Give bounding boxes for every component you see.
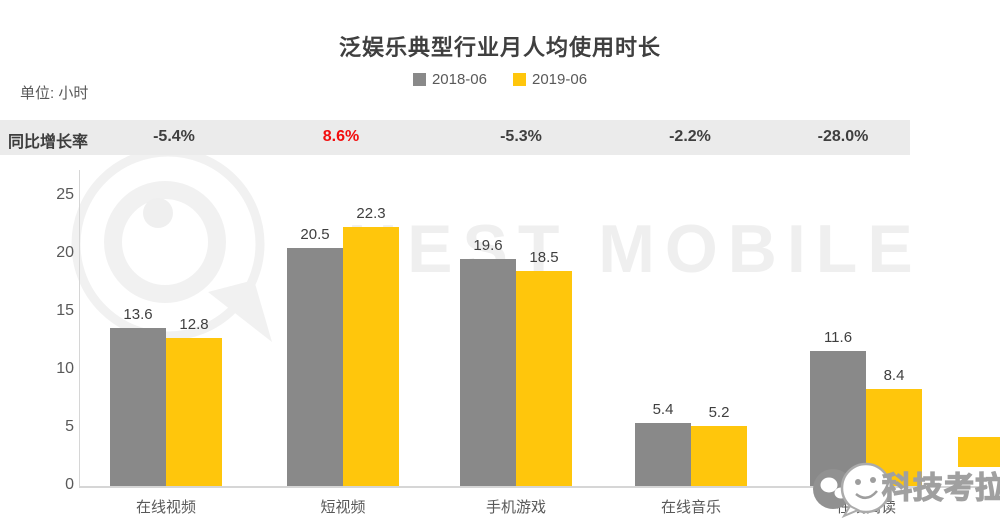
legend-swatch-icon <box>412 73 426 86</box>
category-label-手机游戏: 手机游戏 <box>485 499 547 516</box>
bar-2019-06-在线音乐 <box>691 426 747 486</box>
y-axis-tick-label: 10 <box>56 360 74 377</box>
legend-swatch-icon <box>513 73 526 86</box>
legend-label: 2019-06 <box>532 71 588 88</box>
bar-value-label: 12.8 <box>179 316 209 333</box>
unit-label: 单位: 小时 <box>20 85 89 102</box>
bar-2018-06-手机游戏 <box>460 259 516 486</box>
bar-value-label: 5.2 <box>708 404 730 421</box>
bar-value-label: 13.6 <box>123 306 153 323</box>
bar-value-label: 8.4 <box>883 367 905 384</box>
growth-rate-value: 8.6% <box>322 128 360 145</box>
legend-item-2018-06: 2018-06 <box>412 71 487 88</box>
bar-2019-06-手机游戏 <box>516 271 572 486</box>
growth-rate-value: -5.3% <box>500 128 542 145</box>
bar-2018-06-在线阅读 <box>810 351 866 486</box>
category-label-在线视频: 在线视频 <box>135 499 197 516</box>
x-axis-line <box>79 486 988 488</box>
y-axis-line <box>79 170 80 486</box>
y-axis-tick-label: 20 <box>56 244 74 261</box>
legend-item-2019-06: 2019-06 <box>513 71 587 88</box>
y-axis-tick-label: 15 <box>56 302 74 319</box>
bar-value-label: 18.5 <box>529 249 559 266</box>
bubble-face-icon <box>840 462 892 519</box>
growth-rate-band <box>0 120 910 155</box>
y-axis-tick-label: 0 <box>65 476 74 493</box>
bar-2018-06-在线音乐 <box>635 423 691 486</box>
brand-yellow-square <box>958 437 1000 467</box>
chart-title: 泛娱乐典型行业月人均使用时长 <box>338 35 661 60</box>
brand-watermark-text: 科技考拉 <box>882 471 1000 505</box>
bar-2018-06-短视频 <box>287 248 343 486</box>
bar-2018-06-在线视频 <box>110 328 166 486</box>
bar-value-label: 19.6 <box>473 237 503 254</box>
bar-2019-06-在线视频 <box>166 338 222 486</box>
bar-value-label: 20.5 <box>300 226 330 243</box>
brand-watermark: 科技考拉 <box>813 437 1000 519</box>
legend: 2018-06 2019-06 <box>0 71 1000 88</box>
growth-rate-value: -5.4% <box>153 128 195 145</box>
category-label-在线音乐: 在线音乐 <box>660 499 722 516</box>
bar-value-label: 22.3 <box>356 205 386 222</box>
y-axis-tick-label: 5 <box>65 418 74 435</box>
questmobile-watermark-text: UEST MOBILE <box>348 211 923 287</box>
legend-label: 2018-06 <box>431 71 487 88</box>
bar-value-label: 11.6 <box>823 329 853 346</box>
y-axis-tick-label: 25 <box>56 186 74 203</box>
bar-2019-06-短视频 <box>343 227 399 486</box>
growth-rate-value: -28.0% <box>817 128 869 145</box>
questmobile-logo-watermark <box>71 147 272 342</box>
category-label-短视频: 短视频 <box>320 499 366 516</box>
bar-value-label: 5.4 <box>652 401 674 418</box>
growth-rate-value: -2.2% <box>669 128 711 145</box>
growth-rate-label: 同比增长率 <box>8 134 89 151</box>
